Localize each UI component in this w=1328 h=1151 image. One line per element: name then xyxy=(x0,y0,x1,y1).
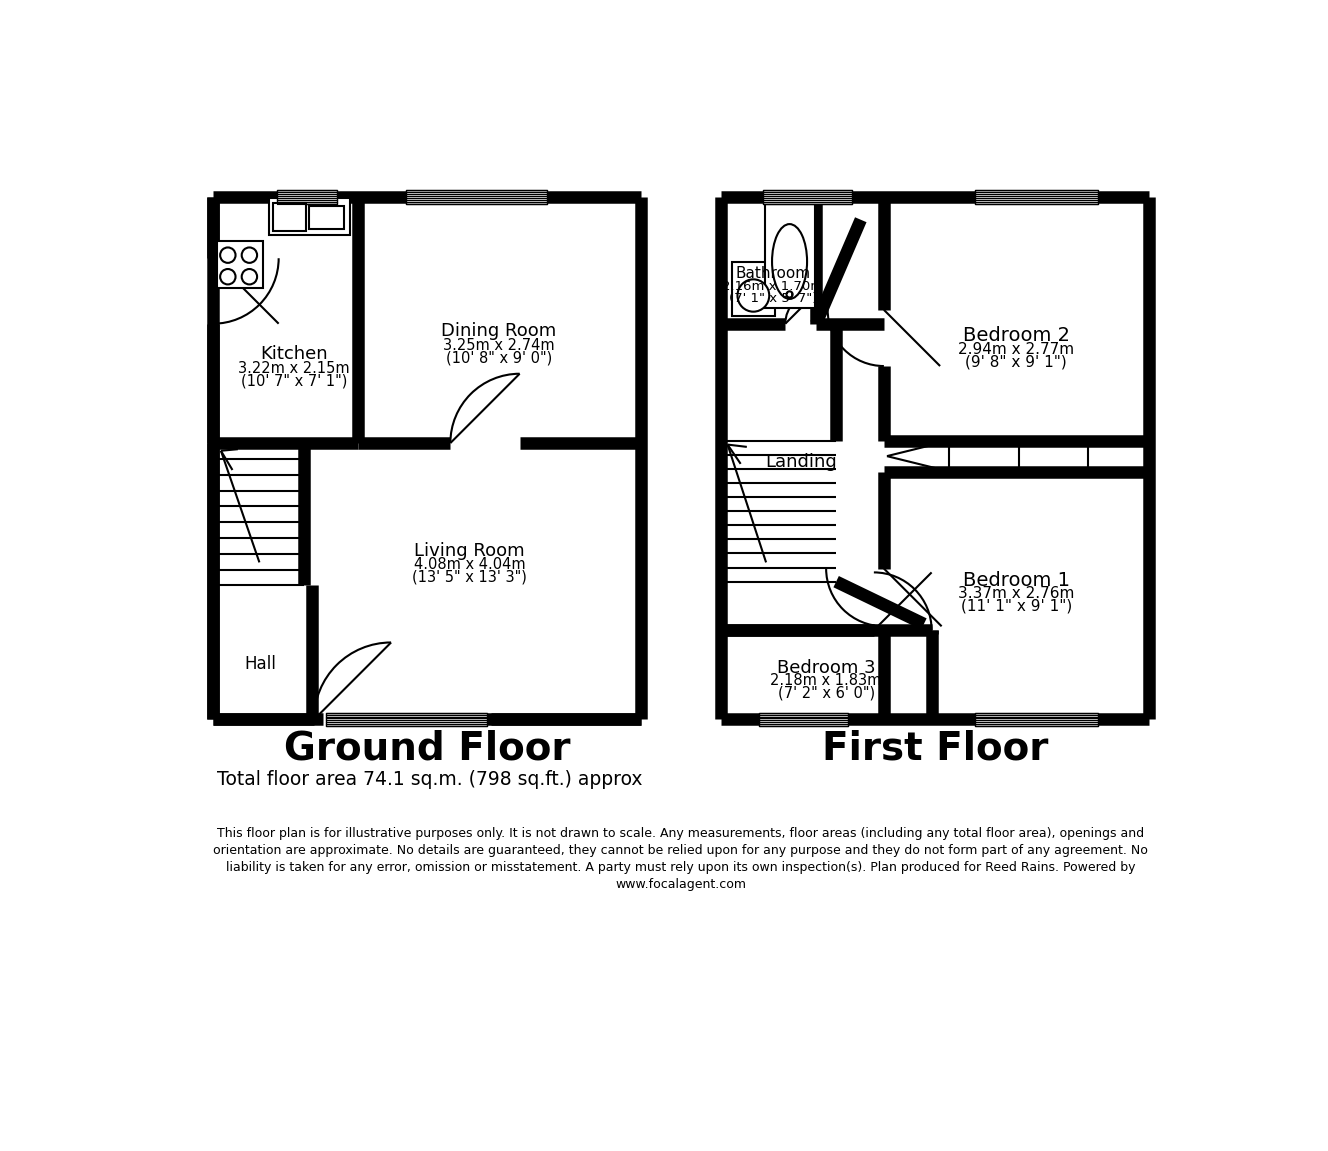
Text: (7' 2" x 6' 0"): (7' 2" x 6' 0") xyxy=(778,686,875,701)
Text: Kitchen: Kitchen xyxy=(260,345,328,364)
Bar xyxy=(721,197,1149,719)
Text: liability is taken for any error, omission or misstatement. A party must rely up: liability is taken for any error, omissi… xyxy=(226,861,1135,874)
Text: Living Room: Living Room xyxy=(414,542,525,559)
Text: This floor plan is for illustrative purposes only. It is not drawn to scale. Any: This floor plan is for illustrative purp… xyxy=(216,826,1145,840)
Ellipse shape xyxy=(737,280,769,312)
Text: (13' 5" x 13' 3"): (13' 5" x 13' 3") xyxy=(412,570,527,585)
Bar xyxy=(274,203,305,230)
Bar xyxy=(760,712,847,726)
Text: Hall: Hall xyxy=(244,655,276,673)
Bar xyxy=(764,190,851,204)
Text: (10' 7" x 7' 1"): (10' 7" x 7' 1") xyxy=(240,373,347,388)
Text: Ground Floor: Ground Floor xyxy=(284,730,570,768)
Text: (7' 1" x 5' 7"): (7' 1" x 5' 7") xyxy=(729,292,817,305)
Text: 2.18m x 1.83m: 2.18m x 1.83m xyxy=(770,673,882,688)
Bar xyxy=(724,441,837,581)
Text: Landing: Landing xyxy=(765,453,837,471)
Text: www.focalagent.com: www.focalagent.com xyxy=(615,878,746,891)
Text: 3.37m x 2.76m: 3.37m x 2.76m xyxy=(957,587,1074,602)
Text: orientation are approximate. No details are guaranteed, they cannot be relied up: orientation are approximate. No details … xyxy=(214,844,1147,856)
Text: Bedroom 1: Bedroom 1 xyxy=(963,571,1070,589)
Bar xyxy=(278,190,337,204)
Text: (10' 8" x 9' 0"): (10' 8" x 9' 0") xyxy=(446,350,552,365)
Bar xyxy=(406,190,547,204)
Ellipse shape xyxy=(772,224,807,299)
Text: 2.16m x 1.70m: 2.16m x 1.70m xyxy=(722,280,823,294)
Text: Bedroom 2: Bedroom 2 xyxy=(963,326,1070,345)
Bar xyxy=(214,197,640,719)
Text: Total floor area 74.1 sq.m. (798 sq.ft.) approx: Total floor area 74.1 sq.m. (798 sq.ft.)… xyxy=(216,770,643,790)
Bar xyxy=(975,712,1098,726)
Text: First Floor: First Floor xyxy=(822,730,1048,768)
Bar xyxy=(325,712,487,726)
Text: 4.08m x 4.04m: 4.08m x 4.04m xyxy=(414,557,526,572)
Text: (9' 8" x 9' 1"): (9' 8" x 9' 1") xyxy=(965,355,1068,369)
Bar xyxy=(309,206,344,229)
Text: Dining Room: Dining Room xyxy=(441,322,556,341)
Text: (11' 1" x 9' 1"): (11' 1" x 9' 1") xyxy=(960,599,1072,613)
Bar xyxy=(975,190,1098,204)
Text: 3.22m x 2.15m: 3.22m x 2.15m xyxy=(238,361,349,376)
Text: Bedroom 3: Bedroom 3 xyxy=(777,658,875,677)
Bar xyxy=(216,242,263,288)
Text: Bathroom: Bathroom xyxy=(736,266,810,281)
Bar xyxy=(732,262,774,317)
Bar xyxy=(765,205,814,308)
Bar xyxy=(315,712,390,723)
Bar xyxy=(270,198,351,235)
Text: 3.25m x 2.74m: 3.25m x 2.74m xyxy=(444,337,555,352)
Bar xyxy=(210,258,220,323)
Text: 2.94m x 2.77m: 2.94m x 2.77m xyxy=(959,342,1074,357)
